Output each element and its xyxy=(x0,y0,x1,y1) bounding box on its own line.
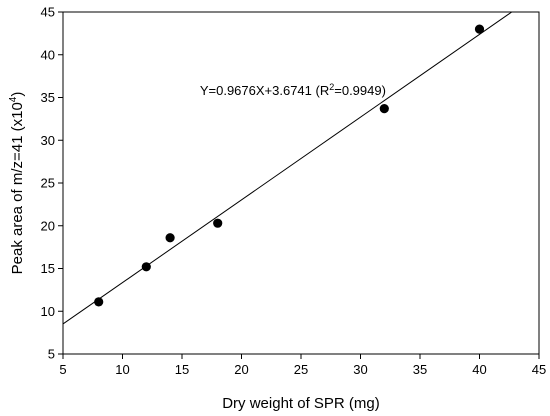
y-tick-label: 45 xyxy=(41,5,55,20)
data-point xyxy=(213,218,223,228)
y-tick-label: 35 xyxy=(41,90,55,105)
y-tick-label: 30 xyxy=(41,133,55,148)
y-tick-label: 5 xyxy=(48,347,55,362)
data-point xyxy=(165,233,175,243)
data-point xyxy=(474,24,485,34)
y-tick-label: 40 xyxy=(41,47,55,62)
x-tick-label: 25 xyxy=(294,362,308,377)
x-tick-label: 10 xyxy=(115,362,129,377)
y-axis-title-prefix: Peak area of m/z=41 (x10 xyxy=(9,102,26,274)
data-point xyxy=(379,104,389,114)
y-axis: 5 10 15 20 25 30 35 40 45 xyxy=(41,5,63,362)
data-point xyxy=(94,297,104,307)
y-tick-label: 10 xyxy=(41,304,55,319)
regression-line xyxy=(62,11,513,325)
y-tick-label: 20 xyxy=(41,218,55,233)
x-tick-label: 20 xyxy=(234,362,248,377)
annotation-superscript: 2 xyxy=(329,82,334,92)
fit-line-group xyxy=(62,11,513,325)
annotation-prefix: Y=0.9676X+3.6741 (R xyxy=(200,83,329,98)
y-axis-title-suffix: ) xyxy=(9,92,26,97)
x-tick-label: 15 xyxy=(175,362,189,377)
plot-frame xyxy=(62,11,540,355)
x-tick-label: 30 xyxy=(353,362,367,377)
x-tick-label: 5 xyxy=(59,362,66,377)
data-point xyxy=(141,262,151,272)
fit-equation-annotation: Y=0.9676X+3.6741 (R2=0.9949) xyxy=(200,82,386,98)
y-axis-title: Peak area of m/z=41 (x104) xyxy=(8,92,26,275)
x-tick-label: 40 xyxy=(472,362,486,377)
y-axis-title-superscript: 4 xyxy=(8,96,19,102)
y-tick-label: 15 xyxy=(41,261,55,276)
x-tick-label: 35 xyxy=(413,362,427,377)
y-tick-label: 25 xyxy=(41,176,55,191)
annotation-suffix: =0.9949) xyxy=(334,83,386,98)
x-tick-label: 45 xyxy=(532,362,546,377)
data-points xyxy=(94,24,485,307)
x-axis: 5 10 15 20 25 30 35 40 45 xyxy=(59,354,546,377)
x-axis-title: Dry weight of SPR (mg) xyxy=(222,395,380,412)
